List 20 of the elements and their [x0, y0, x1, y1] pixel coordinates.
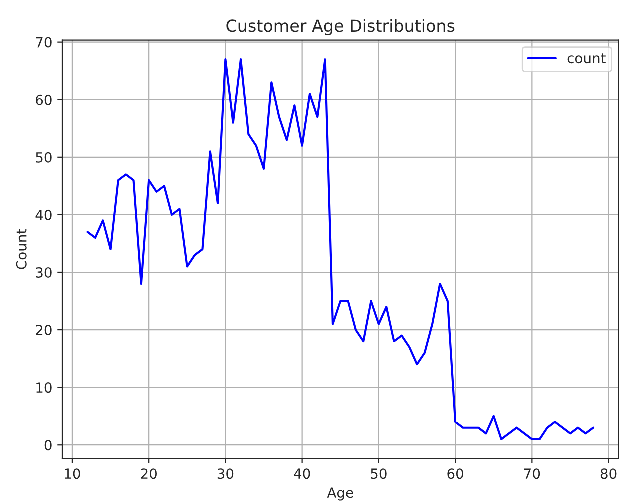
y-tick-label: 40: [36, 210, 52, 220]
y-axis-title: Count: [16, 229, 27, 270]
x-tick-label: 10: [65, 468, 80, 480]
x-tick-label: 40: [294, 468, 310, 480]
x-axis-title: Age: [327, 488, 354, 501]
chart-title: Customer Age Distributions: [226, 19, 455, 36]
y-tick-label: 50: [36, 152, 52, 163]
y-tick-label: 70: [36, 37, 52, 48]
x-tick-label: 30: [218, 468, 234, 480]
x-tick-label: 70: [524, 468, 540, 480]
y-tick-label: 60: [36, 94, 52, 106]
x-tick-label: 20: [141, 468, 157, 480]
x-tick-label: 80: [600, 468, 617, 480]
x-tick-label: 60: [448, 468, 464, 480]
y-tick-label: 30: [36, 267, 52, 278]
y-tick-label: 0: [44, 440, 52, 451]
y-tick-label: 20: [36, 325, 52, 336]
legend-label: count: [568, 54, 606, 64]
x-tick-label: 50: [371, 468, 387, 480]
y-tick-label: 10: [36, 382, 52, 394]
